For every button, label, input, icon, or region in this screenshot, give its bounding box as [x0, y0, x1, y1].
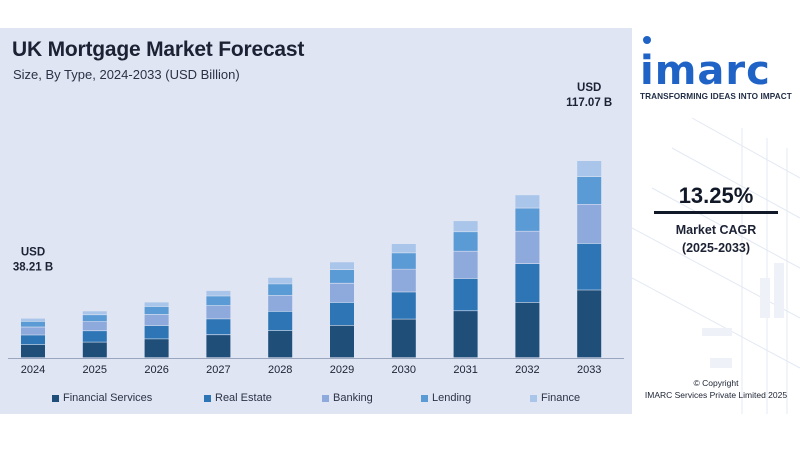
imarc-logo: imarc	[640, 48, 771, 94]
bar-segment-2024-lending	[21, 321, 45, 327]
bar-segment-2029-finance	[330, 262, 354, 270]
bar-segment-2027-financial-services	[206, 335, 231, 358]
bar-segment-2029-real-estate	[330, 302, 354, 326]
bar-segment-2031-banking	[453, 251, 478, 279]
bar-segment-2029-financial-services	[330, 325, 354, 358]
chart-panel: UK Mortgage Market Forecast Size, By Typ…	[0, 28, 632, 414]
infographic-card: UK Mortgage Market Forecast Size, By Typ…	[0, 28, 800, 414]
bar-segment-2030-banking	[391, 269, 416, 292]
bar-segment-2024-banking	[21, 327, 45, 335]
bar-segment-2030-finance	[391, 244, 416, 253]
bar-segment-2028-financial-services	[268, 330, 293, 358]
bar-segment-2024-finance	[21, 318, 45, 322]
legend-swatch	[530, 394, 537, 402]
cagr-label: Market CAGR	[675, 223, 757, 237]
bar-segment-2028-lending	[268, 284, 293, 296]
total-label-2033-line1: USD	[577, 82, 601, 94]
copyright-line-1: © Copyright	[693, 378, 739, 388]
legend-swatch	[204, 394, 211, 402]
bar-segment-2030-real-estate	[391, 292, 416, 319]
bar-segment-2024-real-estate	[21, 335, 45, 345]
bar-segment-2031-financial-services	[453, 311, 478, 358]
bar-segment-2028-real-estate	[268, 311, 293, 331]
x-tick-label: 2032	[515, 364, 539, 376]
cagr-period: (2025-2033)	[681, 241, 751, 255]
bar-segment-2033-finance	[577, 161, 602, 177]
bar-segment-2025-real-estate	[82, 331, 107, 342]
x-tick-label: 2028	[268, 364, 292, 376]
bar-segment-2026-real-estate	[144, 325, 169, 339]
bar-segment-2027-finance	[206, 290, 231, 296]
bar-segment-2032-financial-services	[515, 302, 540, 358]
bar-segment-2025-banking	[82, 321, 107, 331]
legend-label: Financial Services	[63, 392, 153, 404]
bar-segment-2026-financial-services	[144, 339, 169, 358]
bar-segment-2028-banking	[268, 295, 293, 312]
bar-segment-2029-lending	[330, 270, 354, 283]
x-tick-label: 2026	[144, 364, 168, 376]
legend-item-financial-services: Financial Services	[52, 392, 152, 404]
bar-segment-2032-banking	[515, 231, 540, 264]
legend-label: Real Estate	[215, 392, 272, 404]
bar-segment-2025-lending	[82, 315, 107, 322]
brand-tagline: TRANSFORMING IDEAS INTO IMPACT	[640, 92, 792, 101]
total-label-2024-line1: USD	[21, 246, 45, 258]
x-tick-label: 2029	[330, 364, 354, 376]
legend-item-real-estate: Real Estate	[204, 392, 272, 404]
chart-title: UK Mortgage Market Forecast	[12, 38, 305, 61]
bar-segment-2030-financial-services	[391, 319, 416, 358]
x-tick-label: 2024	[21, 364, 45, 376]
bar-segment-2025-finance	[82, 311, 107, 315]
x-tick-label: 2031	[453, 364, 477, 376]
bar-segment-2033-lending	[577, 176, 602, 204]
side-panel: imarc TRANSFORMING IDEAS INTO IMPACT 13.…	[632, 28, 800, 414]
stacked-bar-chart: 2024 2025 2026 2027 2028 2029 2030 2031 2032 2033…	[8, 82, 624, 376]
bar-segment-2033-real-estate	[577, 243, 602, 290]
total-label-2033-line2: 117.07 B	[566, 97, 612, 109]
cagr-value: 13.25%	[678, 183, 754, 208]
background-deco-graphic	[632, 117, 800, 414]
legend-swatch	[322, 394, 329, 402]
total-label-2024-line2: 38.21 B	[13, 261, 53, 273]
copyright-line-2: IMARC Services Private Limited 2025	[644, 390, 788, 400]
legend-label: Banking	[333, 392, 373, 404]
bar-segment-2028-finance	[268, 277, 293, 284]
bar-segment-2033-banking	[577, 204, 602, 244]
bar-segment-2026-lending	[144, 306, 169, 315]
cagr-divider	[654, 211, 778, 214]
legend-item-banking: Banking	[322, 392, 373, 404]
bar-segment-2032-finance	[515, 195, 540, 208]
bar-segment-2033-financial-services	[577, 290, 602, 358]
bar-segment-2031-finance	[453, 221, 478, 232]
bar-segment-2031-real-estate	[453, 278, 478, 311]
x-tick-label: 2025	[83, 364, 107, 376]
bar-segment-2032-real-estate	[515, 264, 540, 303]
logo-dot	[643, 36, 651, 44]
bar-segment-2026-banking	[144, 314, 169, 326]
chart-subtitle: Size, By Type, 2024-2033 (USD Billion)	[13, 67, 240, 82]
x-tick-label: 2030	[392, 364, 416, 376]
bar-segment-2027-lending	[206, 296, 231, 306]
bar-segment-2027-real-estate	[206, 319, 231, 335]
bar-segment-2025-financial-services	[82, 342, 107, 358]
legend-label: Lending	[432, 392, 472, 404]
x-tick-label: 2033	[577, 364, 601, 376]
x-tick-label: 2027	[206, 364, 230, 376]
legend-swatch	[421, 394, 428, 402]
legend-item-lending: Lending	[421, 392, 471, 404]
legend-item-finance: Finance	[530, 392, 580, 404]
bar-segment-2029-banking	[330, 283, 354, 303]
bar-segment-2024-financial-services	[21, 344, 45, 358]
bar-segment-2031-lending	[453, 232, 478, 251]
bar-segment-2027-banking	[206, 305, 231, 319]
bar-segment-2030-lending	[391, 253, 416, 269]
bar-segment-2032-lending	[515, 208, 540, 231]
legend-swatch	[52, 394, 59, 402]
bar-segment-2026-finance	[144, 302, 169, 307]
legend-label: Finance	[541, 392, 581, 404]
